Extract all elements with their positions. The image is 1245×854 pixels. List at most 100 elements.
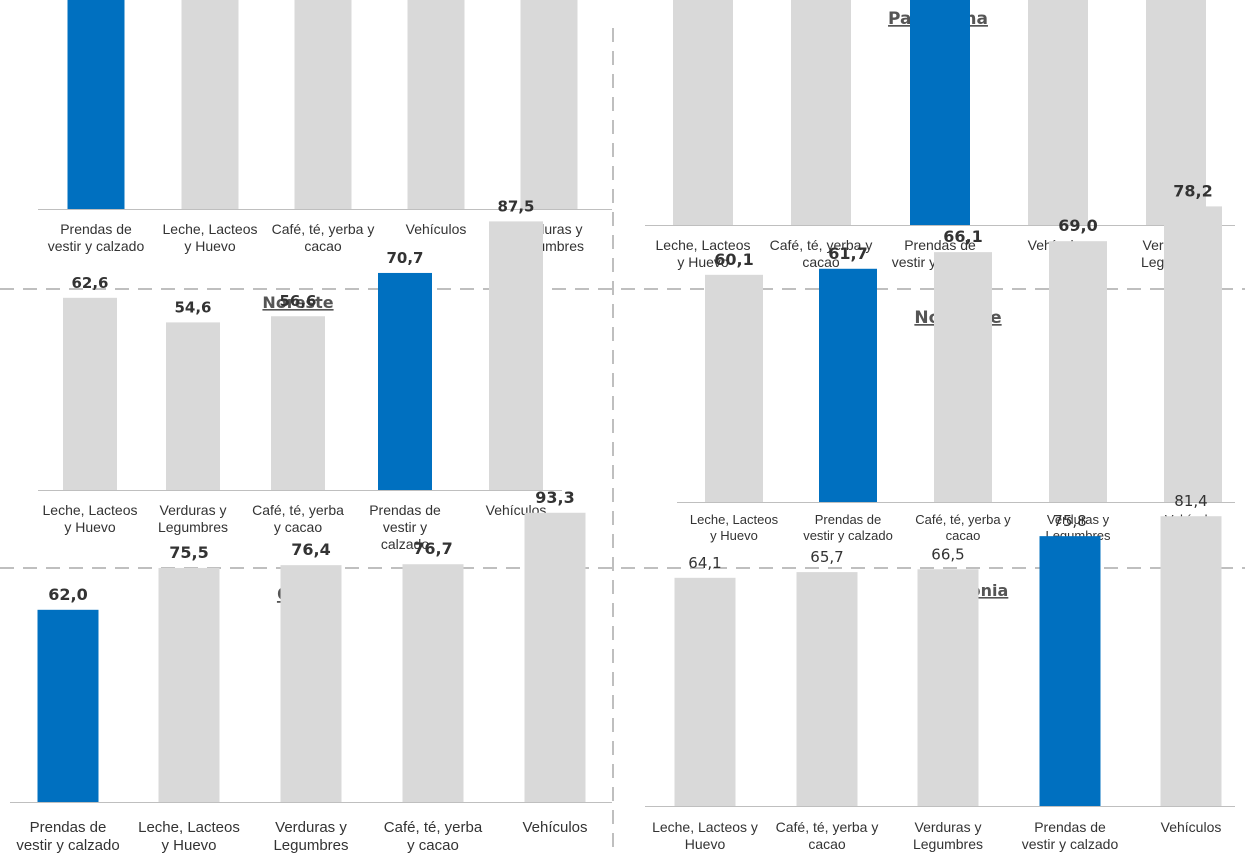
category-label: Prendas de: [1034, 819, 1106, 835]
bar: [1146, 0, 1206, 225]
data-label: 81,4: [1174, 492, 1207, 510]
bar: [378, 272, 432, 490]
data-label: 66,1: [943, 227, 982, 246]
category-label: Café, té, yerba: [384, 819, 483, 836]
bar: [520, 0, 578, 210]
data-label: 61,7: [828, 244, 867, 263]
category-label: y Huevo: [64, 519, 116, 535]
bar: [166, 322, 220, 490]
category-label: Café, té, yerba y: [770, 237, 873, 253]
data-label: 62,0: [48, 585, 87, 604]
category-label: Leche, Lacteos y: [652, 819, 758, 835]
bar: [917, 569, 979, 806]
bar: [402, 564, 464, 802]
data-label: 60,1: [714, 250, 753, 269]
category-label: Verduras y: [1047, 512, 1110, 527]
bar: [181, 0, 239, 210]
data-label: 76,4: [291, 540, 330, 559]
bar: [796, 572, 858, 806]
bar: [791, 0, 851, 225]
category-label: Vehículos: [1161, 819, 1222, 835]
category-label: Café, té, yerba: [252, 502, 344, 518]
category-label: Huevo: [685, 836, 726, 852]
data-label: 75,5: [169, 543, 208, 562]
bar: [674, 577, 736, 806]
data-label: 65,7: [810, 548, 843, 566]
category-label: Verduras y: [275, 819, 347, 836]
category-label: cacao: [808, 836, 846, 852]
data-label: 56,6: [279, 292, 316, 310]
category-label: y Huevo: [710, 528, 758, 543]
bar: [407, 0, 465, 209]
bar: [280, 565, 342, 802]
data-label: 93,3: [535, 488, 574, 507]
data-label: 54,6: [174, 298, 211, 316]
category-label: Leche, Lacteos: [43, 502, 138, 518]
data-label: 62,6: [71, 274, 108, 292]
bar: [705, 274, 763, 502]
category-label: Prendas de: [815, 512, 882, 527]
chart-title: Noreste: [262, 293, 333, 312]
bar: [1039, 536, 1101, 806]
bar: [934, 252, 992, 502]
bar: [294, 0, 352, 209]
data-label: 76,7: [413, 539, 452, 558]
data-label: 69,0: [1058, 216, 1097, 235]
category-label: Leche, Lacteos: [656, 237, 751, 253]
bar: [158, 567, 220, 802]
category-label: Legumbres: [913, 836, 983, 852]
category-label: Café, té, yerba y: [776, 819, 879, 835]
category-label: y cacao: [274, 519, 322, 535]
category-label: Café, té, yerba y: [272, 221, 375, 237]
category-label: Prendas de: [30, 819, 107, 836]
category-label: y Huevo: [184, 238, 236, 254]
category-label: vestir y calzado: [803, 528, 893, 543]
category-label: Vehículos: [522, 819, 587, 836]
bar: [67, 0, 125, 209]
bar: [819, 268, 877, 502]
category-label: Legumbres: [273, 837, 348, 854]
category-label: Café, té, yerba y: [915, 512, 1011, 527]
category-label: Leche, Lacteos: [163, 221, 258, 237]
category-label: vestir y: [383, 519, 427, 535]
category-label: y Huevo: [161, 837, 216, 854]
bar: [1164, 206, 1222, 503]
category-label: Verduras y: [160, 502, 227, 518]
bar: [524, 512, 586, 802]
category-label: vestir y calzado: [16, 837, 119, 854]
bar: [910, 0, 970, 225]
category-label: vestir y calzado: [48, 238, 145, 254]
category-label: Leche, Lacteos: [138, 819, 240, 836]
category-label: Verduras y: [915, 819, 982, 835]
data-label: 66,5: [931, 545, 964, 563]
data-label: 70,7: [386, 249, 423, 267]
data-label: 78,2: [1173, 181, 1212, 200]
category-label: y Huevo: [677, 254, 729, 270]
bar: [489, 221, 543, 490]
data-label: 87,5: [497, 197, 534, 215]
data-label: 64,1: [688, 554, 721, 572]
category-label: calzado: [381, 536, 429, 552]
category-label: Legumbres: [158, 519, 228, 535]
category-label: vestir y calzado: [1022, 836, 1119, 852]
bar: [673, 0, 733, 226]
bar: [1049, 241, 1107, 502]
category-label: Vehículos: [406, 221, 467, 237]
category-label: Prendas de: [60, 221, 132, 237]
category-label: Prendas de: [369, 502, 441, 518]
category-label: cacao: [802, 254, 840, 270]
category-label: cacao: [304, 238, 342, 254]
bar: [37, 609, 99, 802]
bar: [1028, 0, 1088, 225]
category-label: Prendas de: [904, 237, 976, 253]
category-label: y cacao: [407, 837, 459, 854]
bar: [1160, 516, 1222, 806]
